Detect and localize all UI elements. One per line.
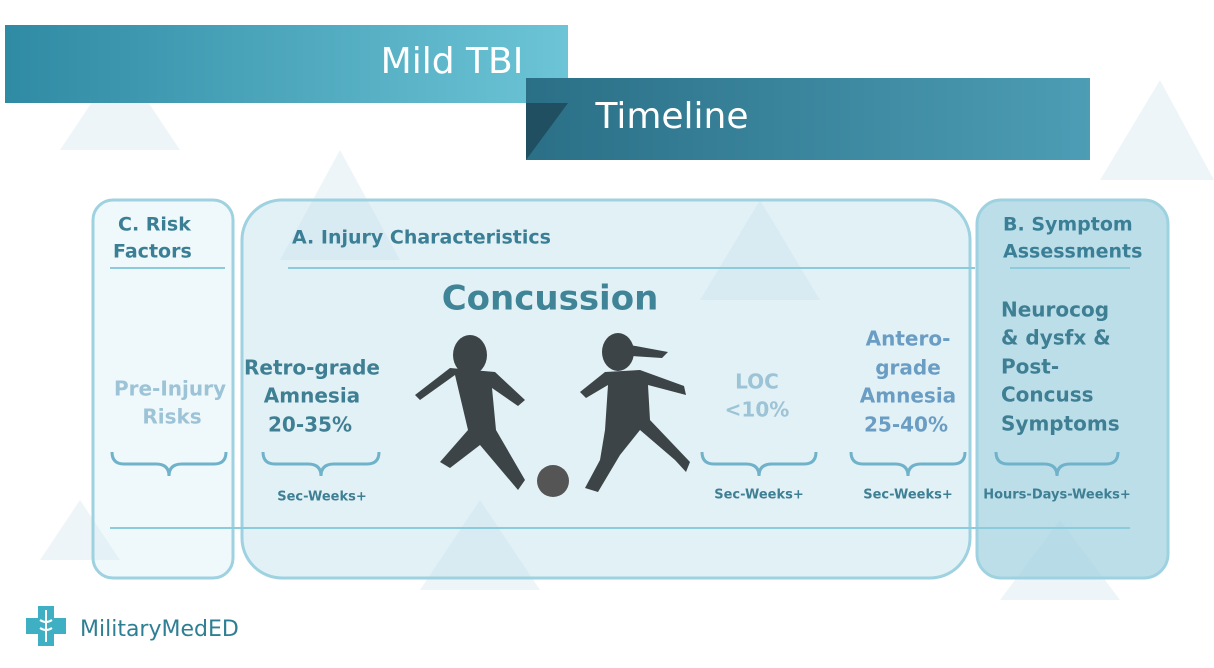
heading: C. Risk (118, 214, 191, 236)
heading: B. Symptom (1003, 214, 1133, 236)
duration: Sec-Weeks+ (714, 488, 803, 503)
heading: Assessments (1003, 241, 1142, 263)
item: Concuss (1001, 383, 1094, 407)
title: Mild TBI (381, 41, 524, 82)
page: {"header": {"title": "Mild TBI", "subtit… (0, 0, 1214, 668)
item: <10% (725, 398, 790, 422)
slide: Mild TBI Timeline C. Risk Factors Pre-In… (0, 0, 1214, 668)
item: Amnesia (860, 384, 956, 408)
item: Post- (1001, 355, 1059, 379)
heading: A. Injury Characteristics (292, 227, 551, 249)
center-label: Concussion (442, 279, 659, 319)
heading: Factors (113, 241, 192, 263)
item: & dysfx & (1001, 326, 1111, 350)
item: Antero- (866, 327, 951, 351)
subtitle: Timeline (594, 96, 748, 137)
item: Symptoms (1001, 412, 1120, 436)
item: 25-40% (864, 413, 948, 437)
duration: Hours-Days-Weeks+ (983, 488, 1131, 503)
duration: Sec-Weeks+ (863, 488, 952, 503)
item: Neurocog (1001, 298, 1109, 322)
item: LOC (735, 370, 779, 394)
logo: MilitaryMedED (26, 606, 239, 646)
item: Amnesia (264, 384, 360, 408)
item: Risks (142, 405, 201, 429)
item: Pre-Injury (114, 377, 226, 401)
duration: Sec-Weeks+ (277, 490, 366, 505)
item: Retro-grade (244, 356, 380, 380)
item: grade (875, 356, 941, 380)
brand: MilitaryMedED (80, 617, 239, 642)
item: 20-35% (268, 413, 352, 437)
